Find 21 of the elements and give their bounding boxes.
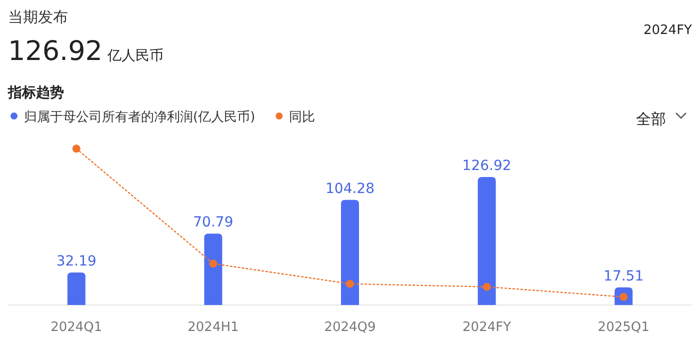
bar — [478, 177, 496, 305]
data-label: 17.51 — [604, 268, 644, 284]
chart-title: 当期发布 — [8, 8, 68, 26]
chart-subtitle: 126.92 亿人民币 — [8, 36, 164, 67]
text: 指标趋势 — [7, 85, 64, 101]
data-label: 104.28 — [326, 180, 374, 197]
data-label: 126.92 — [462, 158, 512, 174]
x-tick-label: 2024Q9 — [324, 320, 376, 335]
legend-label: 同比 — [289, 110, 316, 125]
bar — [341, 200, 359, 305]
bar — [204, 234, 222, 305]
x-tick-label: 2024FY — [462, 320, 512, 335]
data-label: 32.19 — [56, 254, 96, 270]
text: 全部 — [636, 110, 666, 128]
x-tick-label: 2024H1 — [188, 320, 239, 335]
x-tick-label: 2025Q1 — [598, 320, 650, 335]
bar — [67, 272, 86, 305]
text: 2024FY — [643, 23, 692, 38]
x-tick-label: 2024Q1 — [50, 320, 102, 335]
legend-label: 归属于母公司所有者的净利润(亿人民币) — [24, 110, 256, 125]
data-label: 70.79 — [193, 214, 234, 231]
